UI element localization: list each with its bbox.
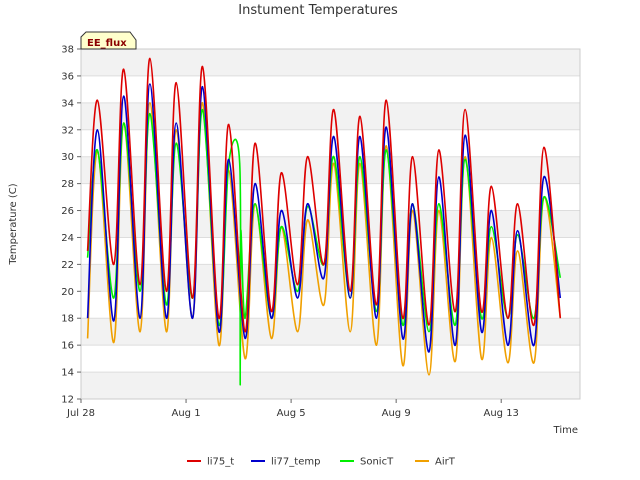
background-band <box>81 318 580 346</box>
x-tick-label: Aug 13 <box>483 408 518 419</box>
x-axis-ticks: Jul 28 Aug 1 Aug 5 Aug 9 Aug 13 <box>66 399 519 419</box>
badge-shape <box>80 31 137 50</box>
background-band <box>81 264 580 292</box>
y-tick-label: 20 <box>61 287 74 298</box>
y-axis-label: Temperature (C) <box>8 183 19 265</box>
y-tick-label: 32 <box>61 125 74 136</box>
plot-frame <box>80 48 581 400</box>
legend-label: AirT <box>435 457 456 468</box>
y-tick-label: 38 <box>61 45 74 56</box>
legend-label: SonicT <box>360 457 394 468</box>
y-tick-label: 14 <box>61 368 74 379</box>
legend-label: li75_t <box>207 457 234 468</box>
badge-label: EE_flux <box>87 38 127 49</box>
y-tick-label: 26 <box>61 206 74 217</box>
background-band <box>81 372 580 399</box>
series-line-li75_t <box>86 57 562 333</box>
series-line-AirT <box>86 101 562 376</box>
x-tick-label: Aug 9 <box>382 408 411 419</box>
background-band <box>81 102 580 130</box>
y-tick-label: 28 <box>61 179 74 190</box>
background-band <box>81 49 580 76</box>
y-tick-label: 16 <box>61 341 74 352</box>
y-tick-label: 34 <box>61 98 74 109</box>
y-tick-label: 36 <box>61 71 74 82</box>
series-lines <box>86 57 562 386</box>
x-tick-label: Aug 5 <box>277 408 306 419</box>
y-tick-label: 24 <box>61 233 74 244</box>
series-line-SonicT <box>86 108 562 386</box>
legend-label: li77_temp <box>271 457 320 468</box>
y-tick-label: 18 <box>61 314 74 325</box>
x-tick-label: Jul 28 <box>66 408 95 419</box>
background-band <box>81 210 580 238</box>
site-badge: EE_flux <box>80 31 137 50</box>
y-tick-label: 22 <box>61 260 74 271</box>
x-axis-label: Time <box>553 425 578 436</box>
x-tick-label: Aug 1 <box>172 408 201 419</box>
series-line-li77_temp <box>86 83 562 353</box>
chart-title: Instument Temperatures <box>238 3 398 18</box>
legend: li75_t li77_temp SonicT AirT <box>187 457 456 468</box>
y-tick-label: 30 <box>61 152 74 163</box>
y-tick-label: 12 <box>61 395 74 406</box>
y-axis-ticks: 12 14 16 18 20 22 24 26 28 30 32 34 36 38 <box>61 45 81 406</box>
